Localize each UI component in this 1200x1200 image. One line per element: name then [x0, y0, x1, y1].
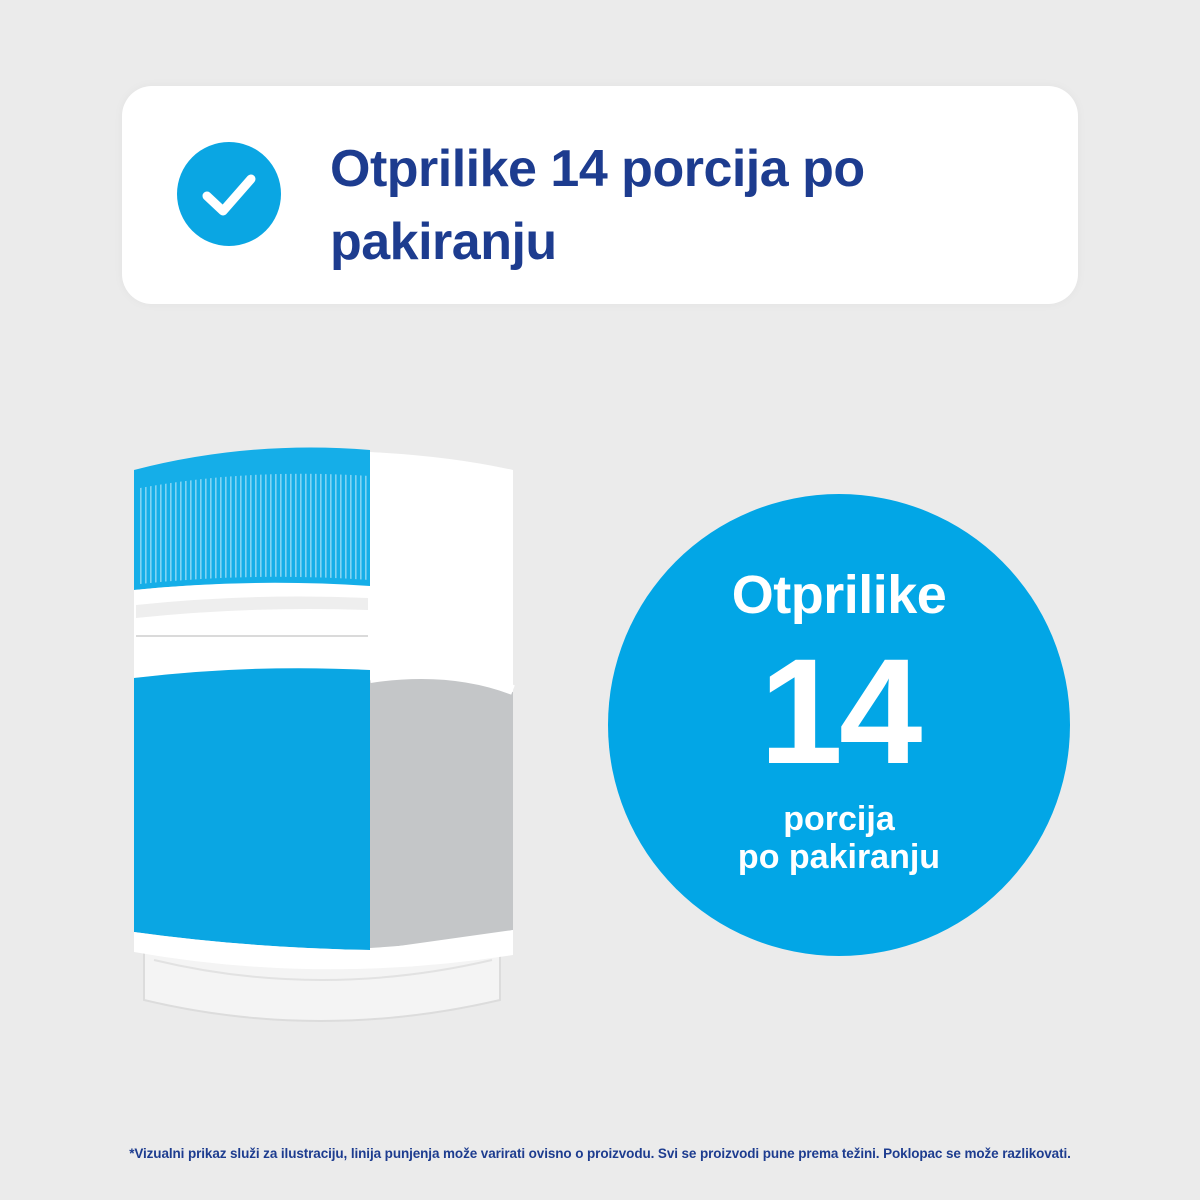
page-title: Otprilike 14 porcija po pakiranju	[330, 140, 865, 271]
badge-bottom-text: porcija po pakiranju	[608, 800, 1070, 876]
servings-badge: Otprilike 14 porcija po pakiranju	[608, 494, 1070, 956]
product-jar-icon	[120, 440, 540, 1040]
badge-bottom-line1: porcija	[783, 800, 895, 838]
badge-top-text: Otprilike	[731, 565, 947, 625]
check-circle-icon	[177, 142, 281, 246]
badge-bottom-line2: po pakiranju	[737, 838, 941, 876]
badge-servings-number: 14	[759, 627, 923, 795]
disclaimer: *Vizualni prikaz služi za ilustraciju, l…	[129, 1146, 1071, 1161]
header-card	[122, 86, 1078, 304]
